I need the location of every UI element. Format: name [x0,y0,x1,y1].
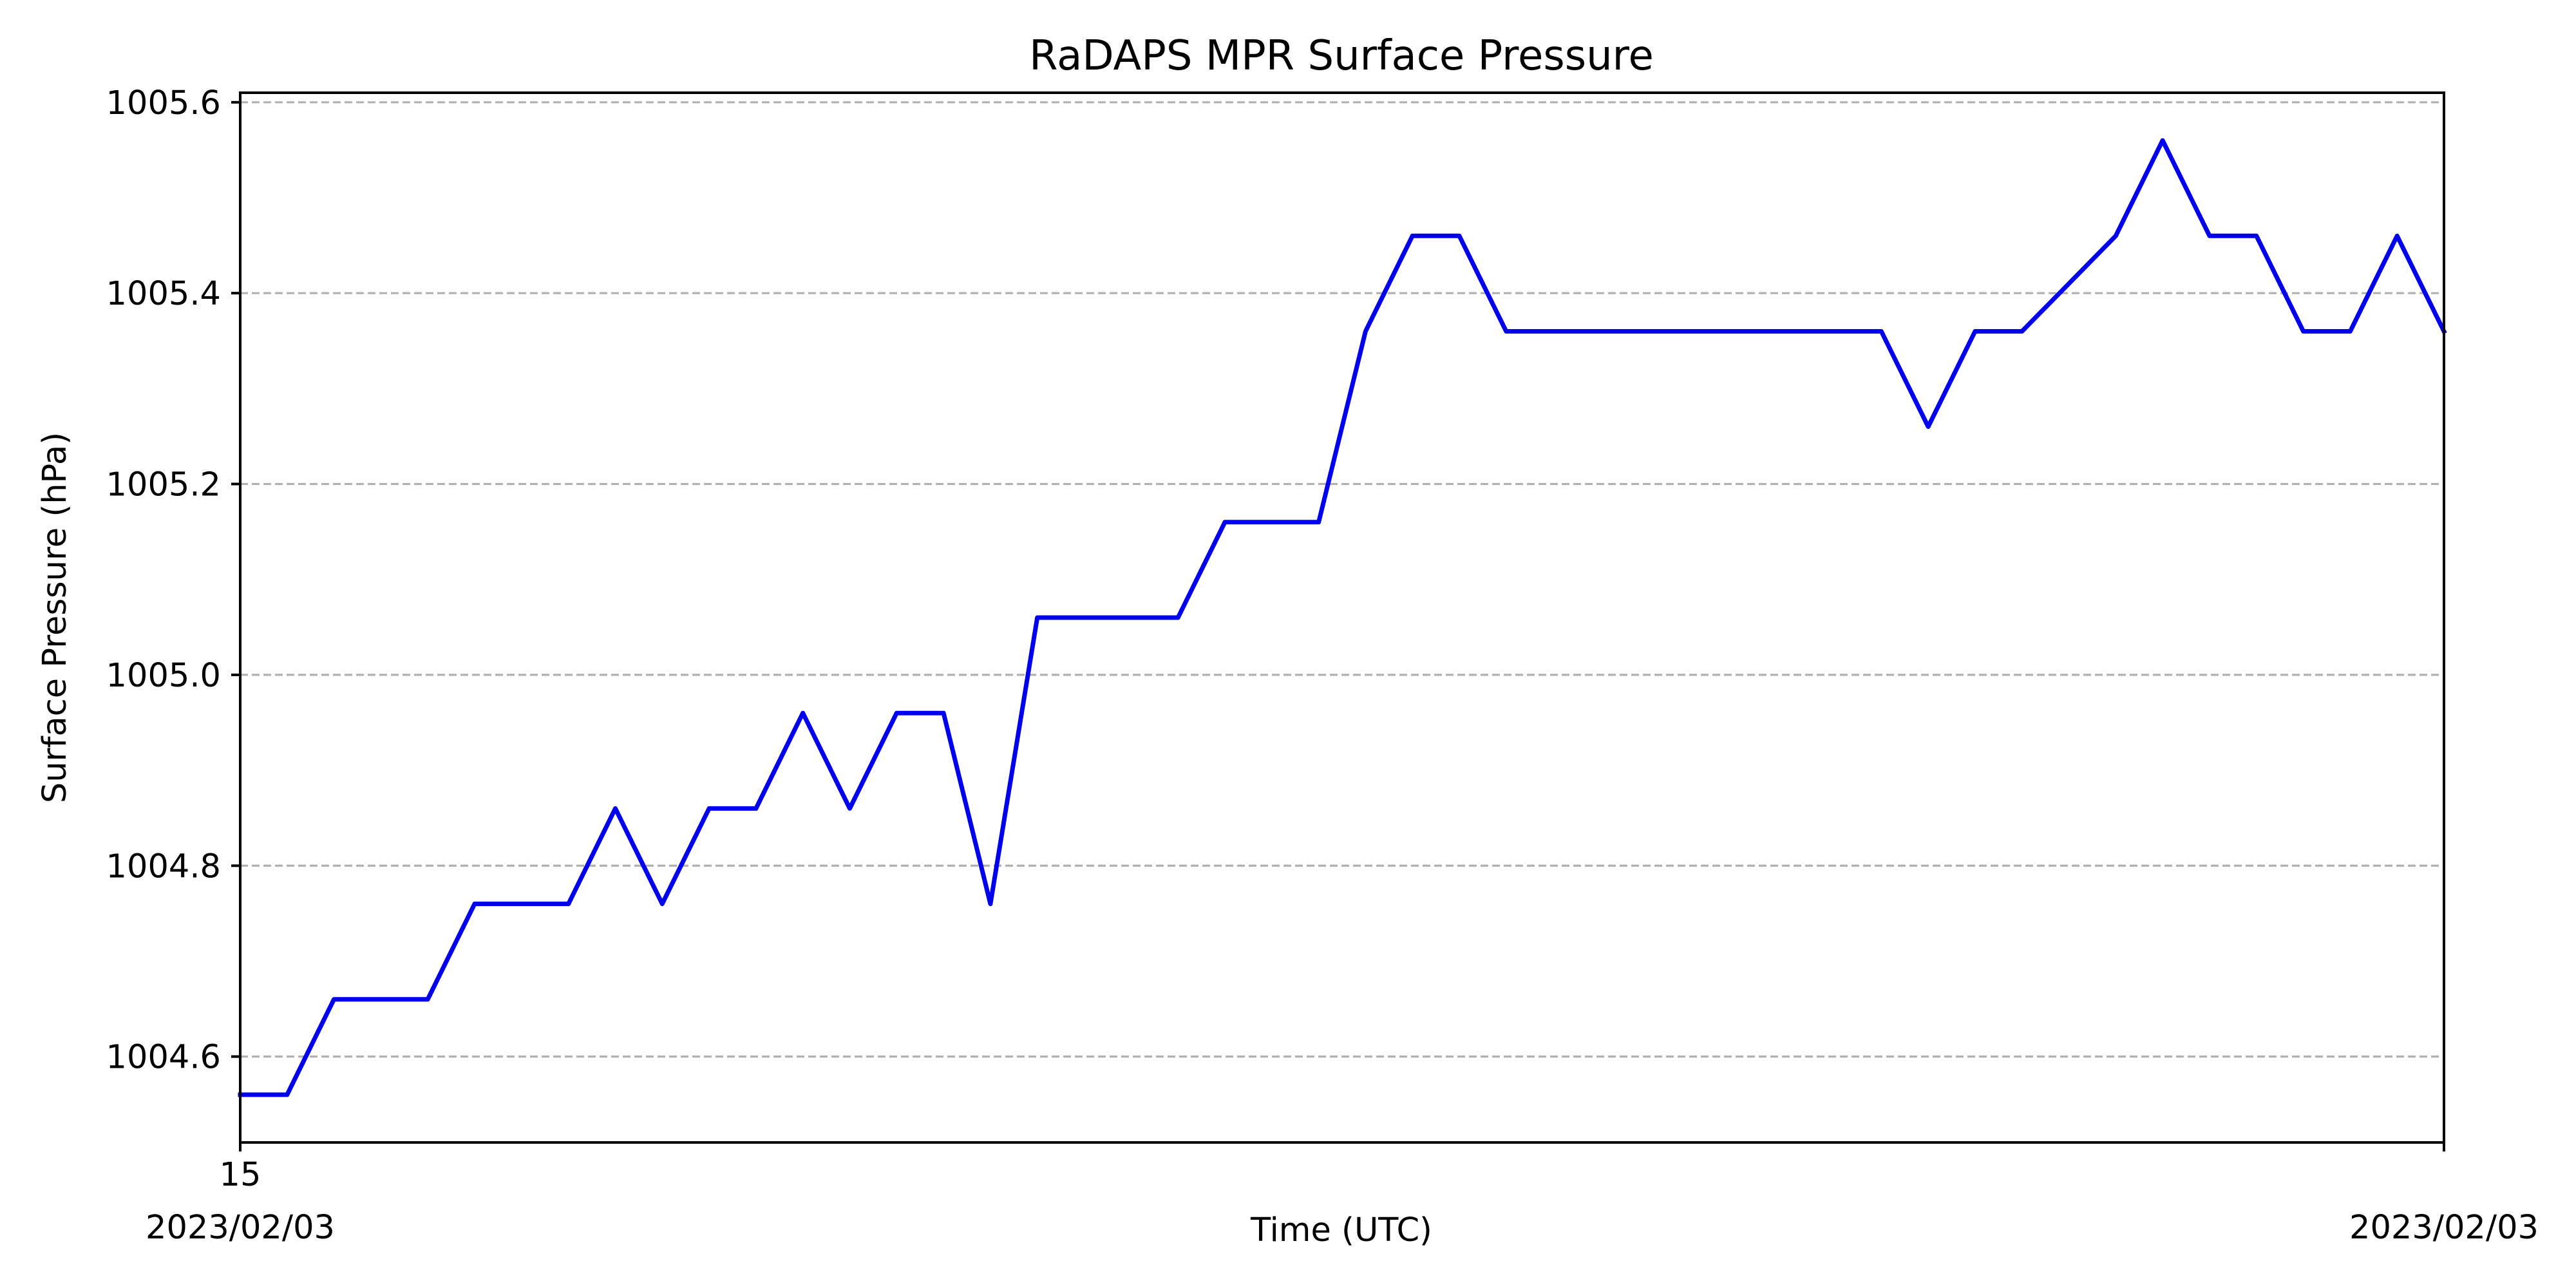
chart-title: RaDAPS MPR Surface Pressure [1029,32,1654,80]
y-axis-ticks: 1004.6 1004.8 1005.0 1005.2 1005.4 1005.6 [106,84,240,1077]
x-tick-label: 2023/02/03 [2349,1209,2539,1247]
y-axis-label: Surface Pressure (hPa) [36,432,74,803]
x-tick-label-line2: 2023/02/03 [146,1209,335,1247]
x-axis-label: Time (UTC) [1250,1211,1432,1249]
grid-layer [240,101,2444,1058]
series-layer [238,138,2447,1097]
series-line-0 [238,138,2447,1097]
x-tick-label-line1: 15 [220,1156,261,1194]
y-tick-label: 1005.6 [106,84,221,122]
y-tick-label: 1004.8 [106,848,221,886]
y-tick-label: 1005.4 [106,275,221,313]
y-tick-label: 1005.2 [106,466,221,504]
x-tick-label-line2: 2023/02/03 [2349,1209,2539,1247]
y-tick-label: 1005.0 [106,657,221,695]
y-tick-label: 1004.6 [106,1039,221,1077]
x-tick-label: 15 2023/02/03 [146,1156,335,1247]
plot-frame [239,91,2445,1144]
x-axis-ticks: 15 2023/02/03 2023/02/03 [146,1142,2539,1247]
